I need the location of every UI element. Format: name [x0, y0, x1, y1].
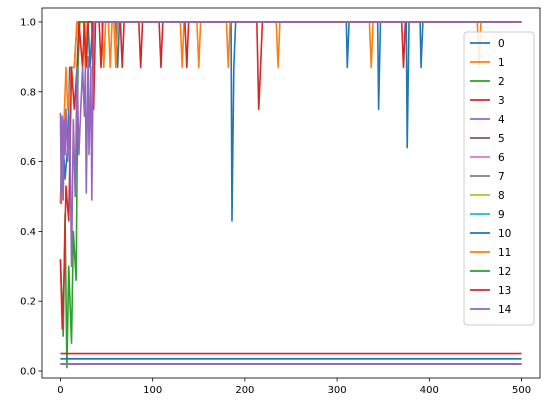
legend-entry: 6 — [470, 152, 505, 164]
legend-entry: 0 — [470, 38, 505, 50]
legend-label: 3 — [498, 95, 505, 107]
legend-label: 4 — [498, 114, 505, 126]
legend-label: 2 — [498, 76, 505, 88]
legend-entry: 14 — [470, 304, 512, 316]
legend-entry: 12 — [470, 266, 511, 278]
y-tick-label: 0.0 — [20, 367, 36, 378]
x-tick-label: 500 — [512, 385, 531, 396]
series-line-4 — [59, 21, 522, 268]
legend-entry: 4 — [470, 114, 505, 126]
y-tick-label: 0.2 — [20, 297, 36, 308]
legend-entry: 5 — [470, 133, 505, 145]
legend-label: 6 — [498, 152, 505, 164]
legend-label: 10 — [498, 228, 511, 240]
x-tick-label: 200 — [235, 385, 254, 396]
legend-label: 12 — [498, 266, 511, 278]
legend-label: 1 — [498, 57, 505, 69]
legend-entry: 13 — [470, 285, 511, 297]
x-tick-label: 100 — [143, 385, 162, 396]
legend-entry: 8 — [470, 190, 505, 202]
x-tick-label: 400 — [420, 385, 439, 396]
legend-entry: 7 — [470, 171, 505, 183]
legend-entry: 1 — [470, 57, 505, 69]
legend-entry: 10 — [470, 228, 511, 240]
legend-label: 7 — [498, 171, 505, 183]
series-layer — [59, 21, 522, 369]
y-tick-label: 0.4 — [20, 227, 36, 238]
y-tick-label: 1.0 — [20, 17, 36, 28]
x-tick-label: 0 — [57, 385, 63, 396]
legend-entry: 3 — [470, 95, 505, 107]
legend-label: 13 — [498, 285, 511, 297]
legend-label: 0 — [498, 38, 505, 50]
legend-label: 8 — [498, 190, 505, 202]
legend-label: 14 — [498, 304, 512, 316]
legend-label: 5 — [498, 133, 505, 145]
y-tick-label: 0.8 — [20, 87, 36, 98]
legend-entry: 9 — [470, 209, 505, 221]
x-tick-label: 300 — [328, 385, 347, 396]
legend-label: 9 — [498, 209, 505, 221]
y-tick-label: 0.6 — [20, 157, 36, 168]
legend-entry: 11 — [470, 247, 511, 259]
legend-label: 11 — [498, 247, 511, 259]
plot-area-frame — [41, 7, 541, 379]
legend-entry: 2 — [470, 76, 505, 88]
